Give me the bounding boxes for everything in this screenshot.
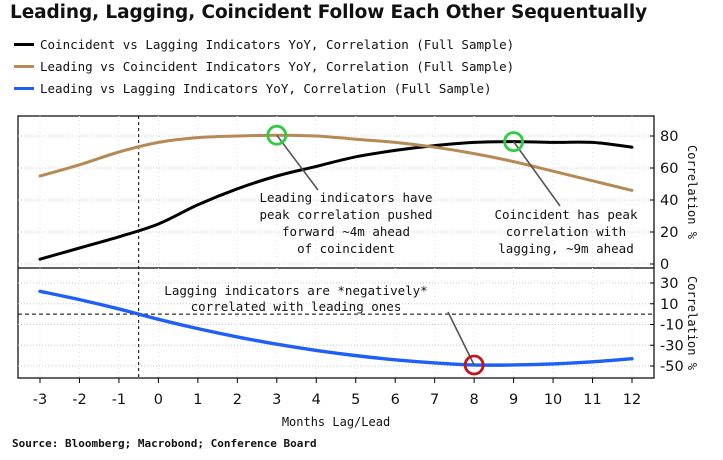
x-tick-label: -3 [33,392,47,408]
chart-title: Leading, Lagging, Coincident Follow Each… [10,2,648,23]
y-tick-label-lower: -30 [660,338,684,354]
annotation-marker [463,354,485,376]
y-tick-label-lower: -50 [660,359,684,375]
x-tick-label: -1 [112,392,126,408]
annotation-text-line: of coincident [297,241,395,256]
x-tick-label: 12 [623,392,641,408]
x-tick-label: 2 [233,392,242,408]
x-tick-label: 1 [193,392,202,408]
y-axis-title-lower: Correlation % [685,276,699,371]
legend: Coincident vs Lagging Indicators YoY, Co… [14,33,514,99]
x-tick-label: 11 [583,392,601,408]
y-tick-label-upper: 0 [660,257,669,273]
annotation-text-line: correlation with [506,224,626,239]
legend-swatch-coincident-vs-lagging [14,42,34,46]
x-tick-label: 10 [544,392,562,408]
source-note: Source: Bloomberg; Macrobond; Conference… [12,437,317,450]
annotation-marker [503,131,524,153]
annotation-text-line: forward ~4m ahead [282,224,410,239]
legend-item-leading-vs-lagging: Leading vs Lagging Indicators YoY, Corre… [14,77,514,99]
series-line-leading-vs-lagging [38,289,634,367]
plot-frame [17,115,655,379]
legend-swatch-leading-vs-lagging [14,86,34,90]
y-tick-label-upper: 40 [660,193,678,209]
legend-label-leading-vs-coincident: Leading vs Coincident Indicators YoY, Co… [40,58,515,74]
series-line-coincident-vs-lagging [38,140,634,261]
annotation-text-line: Lagging indicators are *negatively* [164,283,427,298]
annotation-text-line: Coincident has peak [495,207,638,222]
x-tick-label: 6 [391,392,400,408]
x-tick-label: 3 [272,392,281,408]
y-tick-label-upper: 20 [660,225,678,241]
annotation-pointer [512,141,561,207]
legend-item-coincident-vs-lagging: Coincident vs Lagging Indicators YoY, Co… [14,33,514,55]
x-tick-label: 7 [430,392,439,408]
x-tick-label: 4 [312,392,321,408]
legend-label-leading-vs-lagging: Leading vs Lagging Indicators YoY, Corre… [40,80,492,96]
y-axis-title-upper: Correlation % [685,145,699,240]
annotation-pointer [276,134,319,191]
y-tick-label-lower: -10 [660,318,684,334]
y-tick-label-lower: 10 [660,297,678,313]
annotation-text-line: lagging, ~9m ahead [498,241,633,256]
x-tick-label: 8 [470,392,479,408]
x-tick-label: 0 [154,392,163,408]
annotation-marker [266,124,288,146]
annotation-text-line: Leading indicators have [259,190,432,205]
series-line-leading-vs-coincident [38,133,634,192]
legend-label-coincident-vs-lagging: Coincident vs Lagging Indicators YoY, Co… [40,36,515,52]
annotation-text-line: correlated with leading ones [191,299,402,314]
x-tick-label: -2 [72,392,86,408]
y-tick-label-upper: 60 [660,161,678,177]
legend-item-leading-vs-coincident: Leading vs Coincident Indicators YoY, Co… [14,55,514,77]
x-tick-label: 9 [509,392,518,408]
x-axis-title: Months Lag/Lead [282,415,390,429]
annotation-text-line: peak correlation pushed [259,207,432,222]
x-tick-label: 5 [351,392,360,408]
y-tick-label-lower: 30 [660,276,678,292]
y-tick-label-upper: 80 [660,129,678,145]
legend-swatch-leading-vs-coincident [14,64,34,68]
